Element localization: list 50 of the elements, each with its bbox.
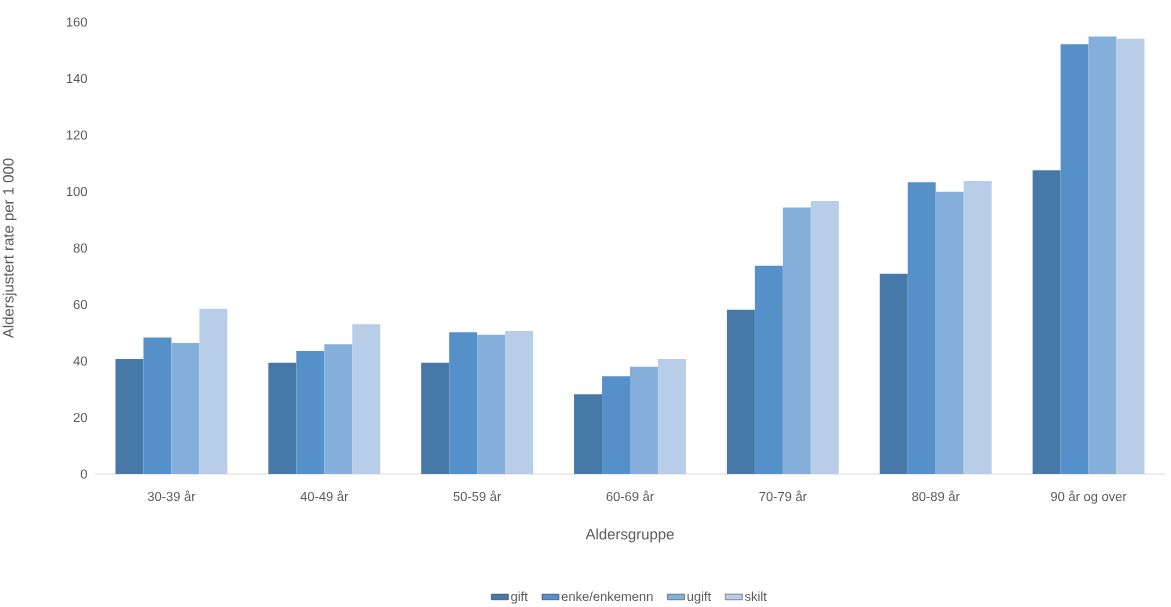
bar: [935, 191, 964, 474]
x-axis-title: Aldersgruppe: [585, 528, 674, 543]
y-tick-label: 120: [66, 130, 87, 140]
bar: [143, 337, 172, 474]
bar: [810, 201, 839, 474]
bar: [907, 182, 936, 474]
x-tick-label: 30-39 år: [147, 490, 196, 502]
y-tick-label: 100: [66, 186, 87, 197]
bar: [1088, 36, 1117, 474]
bar: [171, 342, 200, 474]
y-tick-label: 160: [66, 17, 87, 27]
x-tick-label: 70-79 år: [759, 490, 807, 502]
bar: [754, 265, 783, 474]
bar: [782, 207, 811, 474]
legend-label: ugift: [687, 591, 712, 604]
bar: [726, 309, 755, 474]
y-axis-title: Aldersjustert rate per 1 000: [2, 158, 17, 339]
bar: [296, 351, 325, 474]
y-tick-label: 0: [80, 469, 87, 479]
bar: [630, 366, 658, 474]
legend-label: gift: [511, 591, 528, 604]
y-tick-label: 80: [73, 243, 87, 253]
legend-label: enke/enkemenn: [561, 591, 653, 602]
bar: [879, 273, 908, 474]
bar: [1032, 170, 1061, 474]
x-tick-label: 60-69 år: [606, 490, 654, 502]
bar: [1060, 44, 1089, 474]
y-tick-label: 60: [73, 299, 87, 310]
x-tick-label: 90 år og over: [1051, 490, 1127, 504]
x-tick-label: 40-49 år: [300, 490, 349, 502]
bar: [574, 394, 603, 474]
bar: [449, 332, 478, 474]
bar: [324, 344, 353, 474]
bar: [421, 362, 450, 474]
bar: [352, 324, 381, 474]
y-tick-label: 20: [73, 412, 87, 423]
bar: [268, 362, 297, 474]
x-tick-label: 80-89 år: [912, 490, 960, 502]
bar: [963, 181, 992, 474]
y-tick-label: 140: [66, 73, 87, 84]
legend-label: skilt: [744, 591, 767, 602]
x-tick-label: 50-59 år: [453, 490, 502, 502]
bar: [477, 334, 506, 474]
bar: [199, 308, 228, 474]
bar: [602, 376, 630, 474]
bar: [657, 359, 686, 474]
bar: [115, 359, 144, 474]
bar: [1116, 38, 1145, 474]
y-tick-label: 40: [73, 356, 87, 366]
bar: [505, 331, 534, 474]
